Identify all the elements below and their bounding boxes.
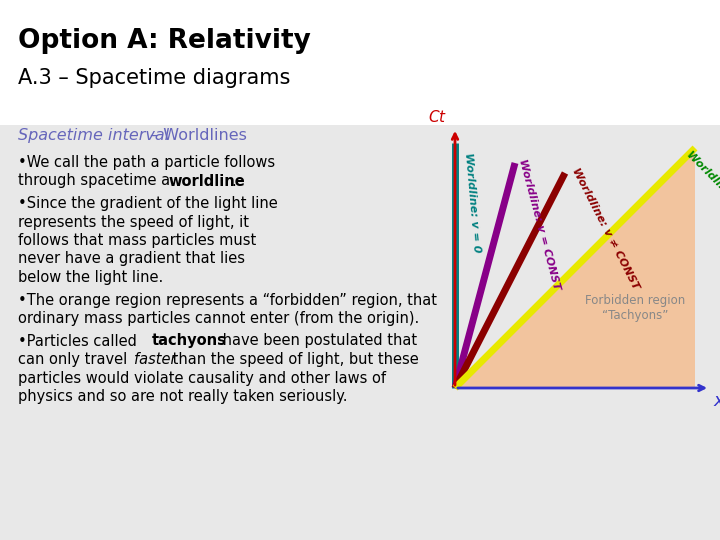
Text: •Since the gradient of the light line: •Since the gradient of the light line	[18, 196, 278, 211]
Text: Worldline: v = c: Worldline: v = c	[685, 149, 720, 226]
Text: $Ct$: $Ct$	[428, 109, 447, 125]
Text: particles would violate causality and other laws of: particles would violate causality and ot…	[18, 370, 386, 386]
Text: Worldline: v = 0: Worldline: v = 0	[463, 152, 482, 253]
Text: than the speed of light, but these: than the speed of light, but these	[168, 352, 419, 367]
Text: Forbidden region
“Tachyons”: Forbidden region “Tachyons”	[585, 294, 685, 322]
Text: ordinary mass particles cannot enter (from the origin).: ordinary mass particles cannot enter (fr…	[18, 311, 419, 326]
Text: .: .	[231, 173, 235, 188]
Text: faster: faster	[134, 352, 176, 367]
Text: Worldline: v ≠ CONST: Worldline: v ≠ CONST	[570, 166, 640, 291]
Text: •Particles called: •Particles called	[18, 334, 142, 348]
Text: – Worldlines: – Worldlines	[145, 128, 247, 143]
Text: worldline: worldline	[168, 173, 245, 188]
Text: follows that mass particles must: follows that mass particles must	[18, 233, 256, 248]
Text: below the light line.: below the light line.	[18, 270, 163, 285]
Text: •We call the path a particle follows: •We call the path a particle follows	[18, 155, 275, 170]
Text: tachyons: tachyons	[152, 334, 227, 348]
Text: Worldline: v = CONST: Worldline: v = CONST	[517, 158, 562, 292]
Bar	[0, 125, 720, 540]
Text: through spacetime a: through spacetime a	[18, 173, 175, 188]
Text: have been postulated that: have been postulated that	[218, 334, 417, 348]
Text: Option A: Relativity: Option A: Relativity	[18, 28, 311, 54]
Text: represents the speed of light, it: represents the speed of light, it	[18, 214, 249, 230]
Polygon shape	[455, 148, 695, 388]
Text: $x$: $x$	[713, 392, 720, 410]
Text: •The orange region represents a “forbidden” region, that: •The orange region represents a “forbidd…	[18, 293, 437, 307]
Text: can only travel: can only travel	[18, 352, 132, 367]
Text: A.3 – Spacetime diagrams: A.3 – Spacetime diagrams	[18, 68, 290, 88]
Text: Spacetime interval: Spacetime interval	[18, 128, 169, 143]
Text: physics and so are not really taken seriously.: physics and so are not really taken seri…	[18, 389, 348, 404]
Text: never have a gradient that lies: never have a gradient that lies	[18, 252, 245, 267]
